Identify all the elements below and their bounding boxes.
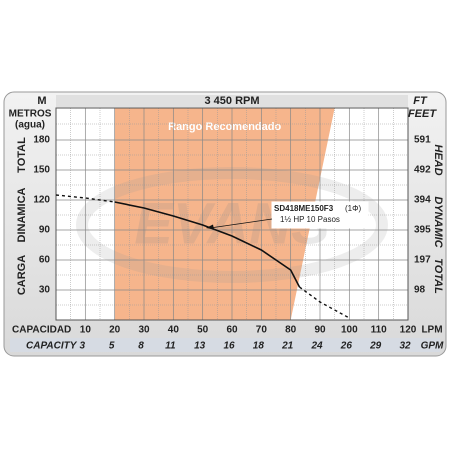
- arrow-head: [206, 224, 214, 230]
- x2-tick-label: 5: [109, 341, 115, 352]
- y2-tick-label: 394: [414, 195, 431, 206]
- x-tick-label: 50: [197, 325, 209, 336]
- x-tick-label: 10: [80, 325, 92, 336]
- x2-tick-label: 29: [369, 341, 382, 352]
- x2-tick-label: 21: [281, 341, 294, 352]
- y-tick-label: 180: [33, 135, 50, 146]
- y-tick-label: 30: [39, 285, 51, 296]
- x-tick-label: 120: [400, 325, 417, 336]
- x2-tick-label: 13: [194, 341, 206, 352]
- y-tick-label: 150: [33, 165, 50, 176]
- chart-title: 3 450 RPM: [204, 95, 259, 107]
- annotation-detail: 1½ HP 10 Pasos: [280, 215, 340, 224]
- annotation-box: [271, 201, 369, 229]
- gpm-bar: [10, 338, 440, 352]
- x2-label: CAPACITY: [26, 341, 78, 352]
- x-tick-label: 40: [168, 325, 180, 336]
- plot-border: [55, 107, 409, 321]
- y2-unit: FT: [413, 95, 428, 107]
- x-tick-label: 100: [341, 325, 358, 336]
- x2-tick-label: 8: [138, 341, 144, 352]
- x-tick-label: 80: [285, 325, 297, 336]
- pump-curve: [114, 201, 301, 288]
- y-unit: M: [37, 95, 46, 107]
- y2-tick-label: 492: [414, 165, 431, 176]
- right-word: HEAD: [432, 144, 444, 175]
- x-tick-label: 70: [256, 325, 268, 336]
- x2-tick-label: 18: [253, 341, 265, 352]
- x-tick-label: 110: [371, 325, 388, 336]
- y-label-sub: (agua): [15, 120, 45, 131]
- x2-tick-label: 32: [399, 341, 411, 352]
- annotation-phase: (1Φ): [345, 204, 361, 213]
- y2-tick-label: 395: [414, 225, 431, 236]
- y-tick-label: 120: [33, 195, 50, 206]
- x-label: CAPACIDAD: [12, 325, 71, 336]
- y2-label: FEET: [408, 108, 437, 120]
- pump-curve: [299, 286, 350, 319]
- y-tick-label: 60: [39, 255, 51, 266]
- x-unit: LPM: [421, 325, 442, 336]
- left-word: TOTAL: [16, 137, 28, 173]
- y2-tick-label: 197: [414, 255, 431, 266]
- y2-tick-label: 591: [414, 135, 431, 146]
- right-word: TOTAL: [432, 258, 444, 294]
- left-word: CARGA: [16, 255, 28, 295]
- right-word: DYNAMIC: [432, 196, 444, 248]
- x2-tick-label: 16: [223, 341, 235, 352]
- pump-curve: [55, 194, 115, 203]
- x2-tick-label: 24: [310, 341, 323, 352]
- x2-tick-label: 3: [80, 341, 86, 352]
- header-bar: [56, 95, 408, 107]
- recommended-range: [114, 108, 335, 320]
- annotation-arrow: [209, 218, 273, 229]
- y-tick-label: 90: [39, 225, 51, 236]
- y2-tick-label: 98: [414, 285, 426, 296]
- x-tick-label: 20: [109, 325, 121, 336]
- x2-tick-label: 11: [165, 341, 176, 352]
- x-tick-label: 60: [226, 325, 238, 336]
- annotation-model: SD418ME150F3: [274, 204, 334, 213]
- range-label: Rango Recomendado: [168, 121, 281, 133]
- x-tick-label: 30: [138, 325, 150, 336]
- x2-tick-label: 26: [340, 341, 353, 352]
- x2-unit: GPM: [421, 341, 444, 352]
- x-tick-label: 90: [314, 325, 326, 336]
- y-label: METROS: [9, 109, 52, 120]
- left-word: DINAMICA: [16, 187, 28, 242]
